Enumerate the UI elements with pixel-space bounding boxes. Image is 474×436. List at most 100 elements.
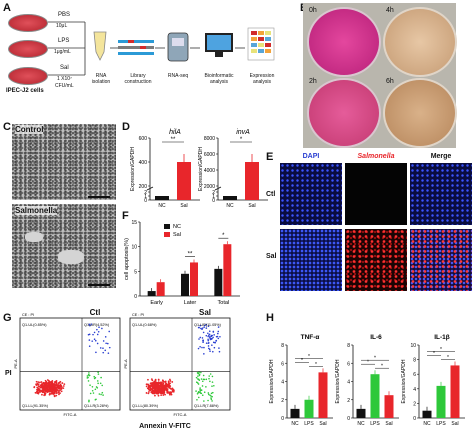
g-ctl-event-green — [94, 398, 97, 401]
g-ctl-event-blue — [88, 345, 91, 348]
culture-dish-pbs — [8, 14, 48, 32]
g-sal-event-green — [207, 393, 210, 396]
g-ctl-event-red — [50, 392, 52, 395]
g-ctl-event-red — [51, 384, 54, 386]
g-sal-event-red — [151, 379, 154, 382]
inva-ytick-label: 1 — [212, 194, 215, 200]
g-ctl-event-red — [42, 390, 45, 393]
hila-bar-sal — [177, 162, 191, 200]
g-sal-event-green — [209, 373, 212, 375]
g-ctl-event-blue — [94, 339, 97, 342]
inva-sig-mark: * — [240, 137, 243, 143]
h-il6-ylabel: Expression/GAPDH — [335, 359, 341, 403]
g-ctl-event-red — [55, 390, 58, 393]
g-sal-event-red — [154, 391, 156, 394]
g-ctl-event-green — [101, 384, 103, 387]
g-ctl-event-blue — [107, 352, 110, 354]
g-sal-event-blue — [202, 341, 204, 343]
h-tnf-bar-lps — [304, 399, 314, 418]
g-ctl-event-red — [44, 383, 47, 386]
g-sal-event-red — [167, 385, 170, 388]
g-ctl-event-red — [56, 389, 59, 392]
g-sal-event-red — [161, 379, 164, 382]
g-ctl-event-blue — [96, 328, 98, 331]
g-sal-event-red — [155, 383, 158, 386]
h-il1-xtick-label: LPS — [436, 421, 446, 427]
g-sal-q-ur: Q1-UR(11.05%) — [194, 323, 222, 327]
g-sal-event-blue — [199, 345, 201, 348]
g-ctl-event-red — [46, 387, 49, 389]
dish-6h — [383, 78, 457, 148]
g-sal-event-green — [195, 390, 197, 392]
g-sal-event-green — [198, 371, 200, 373]
g-ctl-event-red — [34, 391, 37, 394]
g-ctl-event-green — [88, 399, 90, 402]
f-legend-swatch-sal — [164, 232, 170, 237]
g-ctl-event-red — [42, 388, 44, 391]
g-sal-event-blue — [205, 323, 208, 326]
g-ctl-subtitle: CE : PI — [22, 313, 34, 317]
g-sal-event-green — [200, 389, 203, 391]
h-il1-ytick-label: 2 — [413, 401, 416, 407]
g-sal-event-red — [159, 385, 161, 388]
g-sal-event-red — [164, 380, 167, 383]
g-sal-event-green — [213, 384, 215, 387]
g-sal-event-red — [161, 384, 164, 387]
g-sal-event-red — [164, 388, 167, 390]
g-sal-event-red — [155, 392, 158, 395]
f-sig-mark: ** — [188, 251, 193, 257]
g-sal-axis-x: FITC-A — [174, 412, 187, 417]
g-sal-event-blue — [217, 330, 220, 333]
g-sal-event-green — [211, 381, 214, 383]
g-sal-event-blue — [212, 336, 214, 339]
g-sal-event-red — [149, 388, 152, 391]
g-sal-event-red — [154, 386, 157, 389]
g-sal-event-green — [209, 394, 211, 397]
g-ctl-event-green — [91, 385, 94, 388]
g-ctl-event-green — [100, 376, 102, 379]
g-sal-event-green — [200, 392, 203, 395]
h-il6-xtick-label: Sal — [385, 421, 392, 427]
inva-title: invA — [236, 129, 250, 136]
g-sal-event-green — [209, 380, 211, 383]
g-ctl-event-red — [38, 389, 41, 392]
h-il6-ytick-label: 0 — [347, 416, 350, 422]
g-sal-event-blue — [211, 337, 213, 340]
g-sal-event-red — [145, 392, 148, 394]
flow-title-ctl: Ctl — [89, 308, 101, 317]
time-label-4h: 4h — [386, 7, 394, 14]
g-ctl-event-red — [40, 381, 43, 383]
g-ctl-axis-x: FITC-A — [64, 412, 77, 417]
g-ctl-event-red — [53, 383, 55, 385]
row-label-sal: Sal — [266, 253, 277, 260]
g-sal-event-green — [207, 392, 210, 394]
hila-ytick-label: 600 — [139, 136, 148, 142]
g-sal-event-red — [166, 388, 169, 391]
f-xtick-label: Later — [184, 300, 197, 306]
h-il6-ytick-label: 2 — [347, 398, 350, 404]
h-il1-ylabel: Expression/GAPDH — [401, 359, 407, 403]
sequencer-icon — [167, 32, 189, 62]
flow-ylabel: PI — [5, 370, 12, 377]
g-sal-event-green — [198, 374, 201, 377]
g-sal-event-red — [160, 394, 163, 397]
h-il6-sig-mark: * — [367, 360, 369, 366]
h-il1-title: IL-1β — [434, 334, 450, 341]
step-rna: RNA isolation — [91, 73, 111, 85]
g-sal-event-blue — [212, 330, 215, 333]
hila-title: hilA — [169, 129, 181, 136]
g-sal-event-blue — [201, 337, 204, 339]
g-sal-event-green — [211, 375, 214, 378]
g-sal-event-blue — [214, 341, 216, 344]
g-ctl-event-red — [35, 380, 38, 383]
g-sal-event-green — [210, 392, 213, 395]
g-sal-event-blue — [207, 345, 210, 347]
g-ctl-event-red — [57, 383, 59, 386]
g-sal-event-red — [163, 392, 166, 394]
g-ctl-event-blue — [108, 330, 111, 333]
dish-0h — [307, 7, 381, 77]
fluor-salmonella-sal — [345, 229, 407, 291]
g-sal-event-red — [162, 390, 165, 393]
